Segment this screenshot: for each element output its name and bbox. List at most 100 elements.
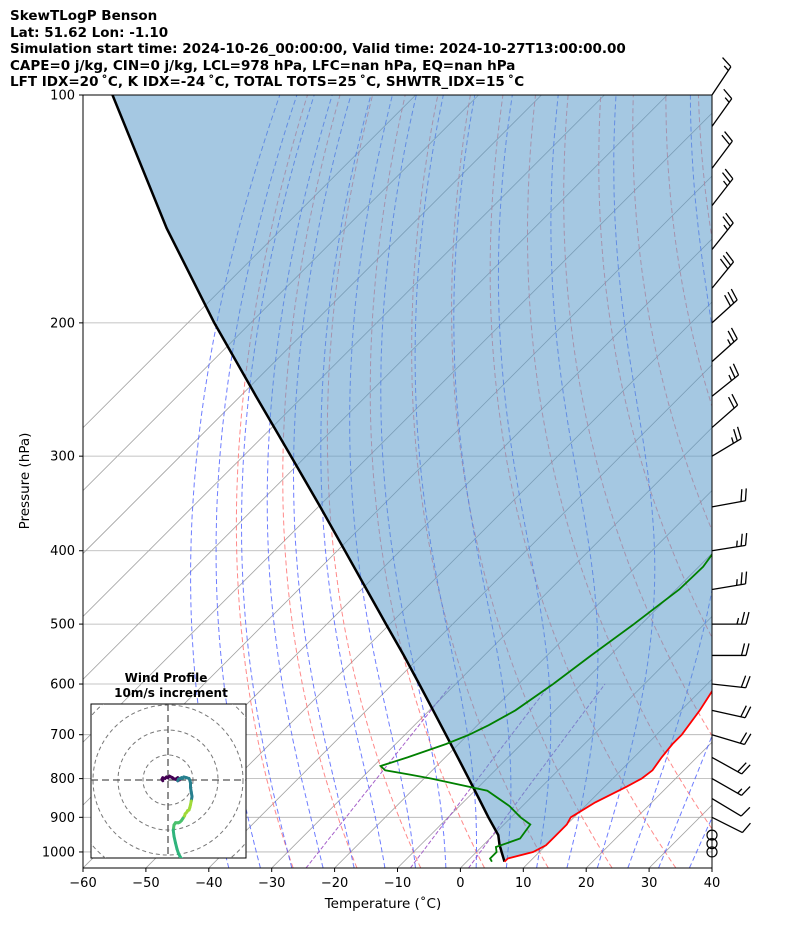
barb-feather xyxy=(737,762,747,773)
barb-shaft xyxy=(711,683,746,689)
barb-feather xyxy=(739,732,748,744)
y-tick-label: 500 xyxy=(50,618,75,633)
barb-feather xyxy=(722,216,731,227)
indices-line-1: CAPE=0 j/kg, CIN=0 j/kg, LCL=978 hPa, LF… xyxy=(10,57,516,74)
barb-half-feather xyxy=(736,617,740,625)
barb-shaft xyxy=(711,734,745,746)
wind-barb xyxy=(711,212,734,250)
barb-feather xyxy=(744,532,748,546)
wind-barb xyxy=(711,88,733,127)
barb-shaft xyxy=(711,299,738,324)
dry-adiabat xyxy=(282,95,358,868)
barb-feather xyxy=(727,291,735,304)
barb-shaft xyxy=(711,756,743,775)
y-tick-label: 800 xyxy=(50,772,75,787)
barb-feather xyxy=(721,172,731,183)
moist-adiabat xyxy=(215,95,298,868)
barb-feather xyxy=(736,426,742,439)
y-tick-label: 400 xyxy=(50,544,75,559)
barb-shaft xyxy=(711,261,735,289)
wind-barb xyxy=(711,327,738,363)
y-tick-label: 600 xyxy=(50,678,75,693)
time-line: Simulation start time: 2024-10-26_00:00:… xyxy=(10,41,626,57)
barb-feather xyxy=(725,212,734,224)
moist-adiabat xyxy=(752,95,794,868)
y-axis-label: Pressure (hPa) xyxy=(17,433,33,530)
wind-barb xyxy=(711,571,748,591)
location-line: Lat: 51.62 Lon: -1.10 xyxy=(10,24,169,41)
barb-feather xyxy=(724,294,732,307)
dewpoint-line xyxy=(378,553,712,863)
wind-barb xyxy=(711,797,751,817)
wind-barb xyxy=(711,488,747,508)
y-tick-label: 700 xyxy=(50,728,75,743)
wind-barb xyxy=(711,675,751,689)
hodograph-inset: Wind Profile 10m/s increment xyxy=(90,671,247,859)
wind-barb xyxy=(712,611,750,625)
barb-feather xyxy=(740,806,751,817)
x-tick-label: −60 xyxy=(69,876,96,891)
barb-feather xyxy=(740,533,743,547)
barb-feather xyxy=(745,643,750,656)
x-tick-label: 30 xyxy=(641,876,658,891)
barb-shaft xyxy=(711,544,746,552)
barb-half-feather xyxy=(723,224,729,231)
barb-feather xyxy=(740,675,747,688)
barb-feather xyxy=(741,822,751,833)
barb-half-feather xyxy=(724,97,730,103)
dry-adiabat xyxy=(235,95,308,868)
barb-shaft xyxy=(711,98,733,127)
cape-fill-layer xyxy=(112,95,712,862)
barb-half-feather xyxy=(736,540,738,547)
wind-barb xyxy=(711,756,751,775)
x-axis-label: Temperature (˚C) xyxy=(324,895,442,912)
barb-feather xyxy=(733,428,738,442)
moist-adiabat xyxy=(190,95,281,868)
barb-feather xyxy=(725,251,735,263)
profile-lines xyxy=(111,95,712,863)
moist-adiabat xyxy=(720,95,794,868)
chart-header: SkewTLogP Benson Lat: 51.62 Lon: -1.10 S… xyxy=(10,8,626,91)
dry-adiabat xyxy=(764,95,794,868)
barb-feather xyxy=(729,366,736,379)
barb-feather xyxy=(732,363,740,376)
barb-half-feather xyxy=(723,180,728,187)
barb-shaft xyxy=(711,404,739,429)
barb-shaft xyxy=(711,500,746,508)
hodograph-title: Wind Profile xyxy=(125,671,208,685)
temperature-line xyxy=(503,689,712,863)
barb-feather xyxy=(724,168,734,180)
wind-barb xyxy=(711,705,752,719)
barb-shaft xyxy=(711,438,742,457)
barb-shaft xyxy=(711,222,734,250)
chart-title: SkewTLogP Benson xyxy=(10,8,158,24)
mixing-ratio-line xyxy=(305,683,453,868)
barb-feather xyxy=(744,488,747,501)
y-tick-label: 100 xyxy=(50,89,75,104)
dry-adiabat xyxy=(369,95,485,868)
barb-half-feather xyxy=(723,65,729,71)
wind-barb xyxy=(711,393,739,429)
wind-barb xyxy=(711,288,738,324)
barb-feather xyxy=(745,675,751,689)
indices-line-2: LFT IDX=20 ˚C, K IDX=-24 ˚C, TOTAL TOTS=… xyxy=(10,74,525,90)
hodograph-plot xyxy=(91,704,246,858)
x-tick-label: 0 xyxy=(456,876,464,891)
barb-shaft xyxy=(711,338,738,363)
barb-feather xyxy=(744,706,752,719)
barb-feather xyxy=(740,611,746,625)
dry-adiabat xyxy=(731,95,794,868)
barb-feather xyxy=(740,643,746,656)
barb-shaft xyxy=(711,374,739,397)
wind-barbs xyxy=(706,57,752,858)
barb-shaft xyxy=(711,709,746,719)
barb-half-feather xyxy=(727,339,732,346)
axes: −60 −50 −40 −30 −20 −10 0 10 20 30 40 1000 900 800 700… xyxy=(42,89,720,892)
wind-barb xyxy=(711,778,751,797)
barb-feather xyxy=(744,733,752,745)
barb-feather xyxy=(740,705,747,718)
isotherm-line xyxy=(711,867,712,868)
wind-barb xyxy=(712,643,750,657)
y-tick-label: 300 xyxy=(50,450,75,465)
barb-feather xyxy=(722,57,732,68)
